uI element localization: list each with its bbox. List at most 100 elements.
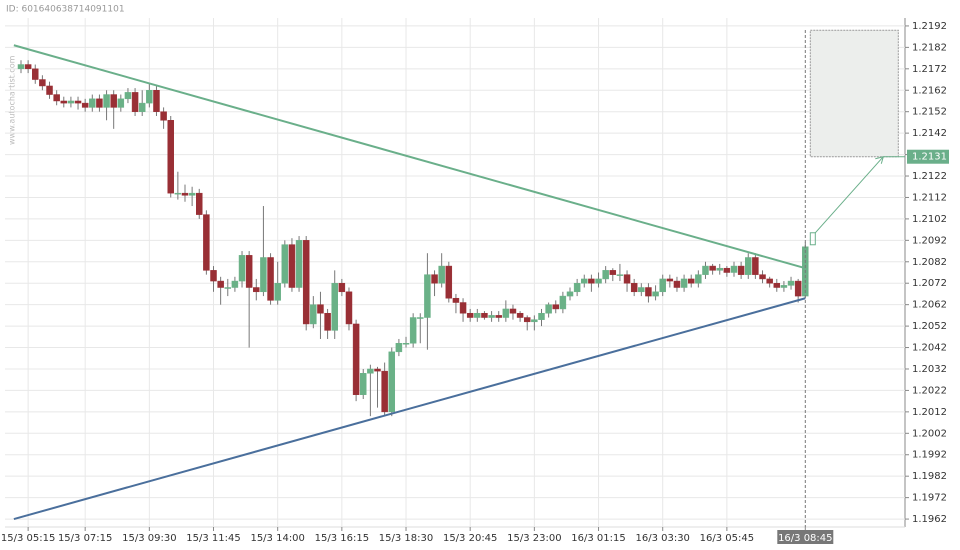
- x-tick-label: 16/3 01:15: [571, 533, 625, 544]
- candle-body: [174, 192, 182, 195]
- y-tick-label: 1.2072: [912, 278, 947, 289]
- x-tick-label: 16/3 08:45: [778, 533, 832, 544]
- forecast-zone: [809, 29, 899, 158]
- y-tick-label: 1.1972: [912, 493, 947, 504]
- candle-body: [523, 317, 531, 323]
- candle-body: [210, 270, 217, 282]
- candle-body: [645, 287, 652, 297]
- candle-body: [39, 79, 46, 87]
- candle-body: [53, 94, 60, 102]
- candle-body: [317, 304, 324, 314]
- x-tick-label: 15/3 07:15: [58, 533, 112, 544]
- candle-body: [60, 100, 68, 104]
- candle-body: [153, 90, 160, 112]
- candle-body: [224, 287, 232, 289]
- candle-body: [331, 282, 338, 331]
- candle-body: [74, 100, 82, 104]
- candle-body: [117, 98, 125, 108]
- x-tick-label: 15/3 05:15: [1, 533, 55, 544]
- candle-body: [445, 265, 453, 299]
- y-tick-label: 1.2062: [912, 300, 947, 311]
- x-tick-label: 16/3 03:30: [635, 533, 689, 544]
- candle-body: [96, 98, 103, 108]
- candle-body: [666, 278, 674, 282]
- candle-body: [759, 274, 766, 280]
- forecast-arrow: [814, 156, 884, 234]
- candle-body: [359, 373, 367, 395]
- candle-body: [352, 323, 360, 395]
- candle-body: [388, 351, 396, 413]
- y-tick-label: 1.1982: [912, 471, 947, 482]
- target-label-box: [907, 149, 949, 164]
- candle-body: [124, 92, 132, 100]
- candle-body: [559, 295, 567, 310]
- candle-body: [766, 278, 773, 284]
- candle-body: [581, 278, 588, 284]
- candle-body: [652, 291, 659, 297]
- candle-body: [138, 102, 146, 112]
- candle-body: [481, 312, 488, 318]
- candle-body: [203, 214, 210, 271]
- candle-body: [673, 280, 681, 288]
- candle-body: [609, 270, 617, 275]
- candle-body: [81, 102, 89, 108]
- candle-body: [146, 90, 153, 104]
- candle-body: [281, 244, 289, 284]
- candle-body: [723, 267, 731, 273]
- y-tick-label: 1.2152: [912, 107, 947, 118]
- y-tick-label: 1.2032: [912, 364, 947, 375]
- candle-body: [588, 278, 595, 284]
- x-tick-label: 15/3 20:45: [443, 533, 497, 544]
- candle-body: [288, 244, 296, 288]
- candle-body: [302, 240, 310, 325]
- candle-body: [274, 282, 281, 301]
- y-tick-label: 1.2102: [912, 214, 947, 225]
- candle-body: [238, 255, 246, 282]
- candle-body: [459, 302, 467, 314]
- candle-body: [438, 265, 445, 284]
- candle-body: [374, 368, 381, 372]
- y-tick-label: 1.2092: [912, 235, 947, 246]
- candle-body: [680, 278, 688, 288]
- candle-body: [595, 278, 602, 284]
- y-tick-label: 1.2022: [912, 385, 947, 396]
- y-tick-label: 1.2082: [912, 257, 947, 268]
- candle-body: [623, 274, 631, 284]
- candle-body: [424, 274, 431, 318]
- candle-body: [417, 317, 424, 319]
- x-label-box: [777, 530, 834, 544]
- candle-body: [474, 312, 481, 318]
- candle-body: [181, 192, 189, 196]
- candle-body: [110, 94, 117, 108]
- candle-body: [46, 85, 53, 95]
- candle-body: [787, 280, 795, 286]
- candle-body: [495, 315, 502, 318]
- candle-body: [260, 257, 267, 293]
- candle-body: [745, 257, 752, 275]
- projected-candle: [809, 232, 816, 246]
- x-tick-label: 15/3 09:30: [122, 533, 176, 544]
- y-tick-label: 1.2162: [912, 85, 947, 96]
- candle-body: [602, 270, 609, 280]
- candle-body: [752, 257, 759, 275]
- candle-body: [381, 370, 388, 413]
- candle-body: [709, 265, 716, 271]
- candle-body: [338, 282, 346, 293]
- candle-body: [545, 304, 552, 314]
- candle-body: [573, 282, 581, 293]
- candle-body: [794, 280, 802, 297]
- y-tick-label: 1.2002: [912, 428, 947, 439]
- y-tick-label: 1.2122: [912, 171, 947, 182]
- candle-body: [516, 312, 524, 318]
- y-tick-label: 1.2112: [912, 192, 947, 203]
- candle-body: [131, 92, 139, 112]
- candle-body: [630, 282, 638, 293]
- candle-body: [702, 265, 709, 275]
- y-tick-label: 1.1992: [912, 450, 947, 461]
- candle-body: [638, 287, 645, 293]
- candle-body: [231, 280, 239, 288]
- candle-body: [502, 308, 510, 318]
- candle-body: [402, 343, 410, 345]
- candle-body: [687, 278, 695, 284]
